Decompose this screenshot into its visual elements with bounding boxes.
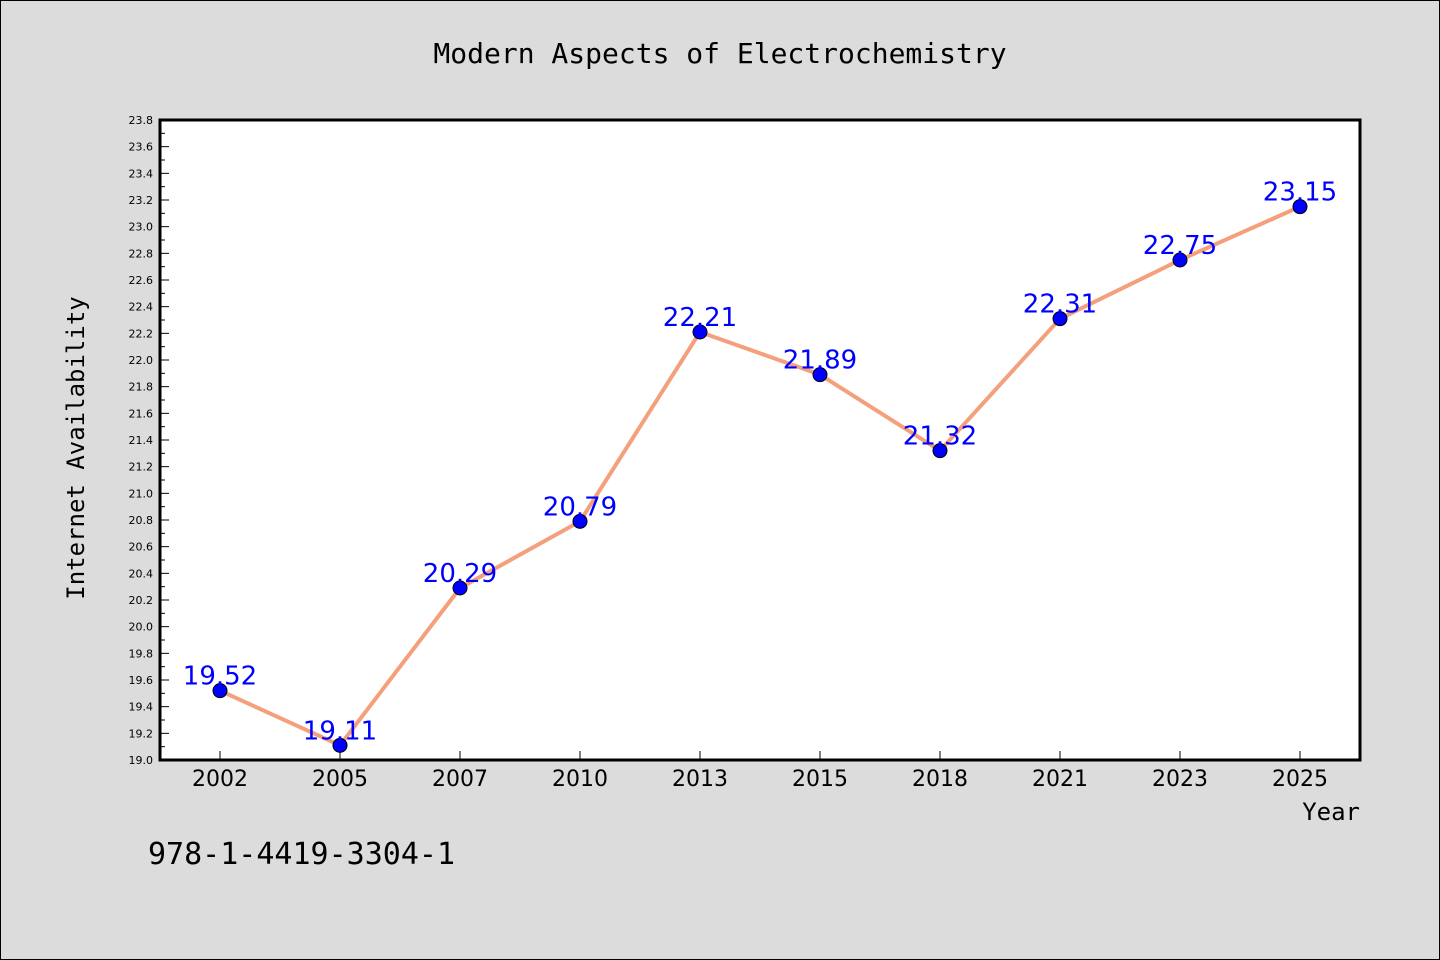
series-internet-availability [212, 199, 1308, 753]
y-tick-label: 19.6 [129, 674, 154, 687]
y-tick-label: 19.0 [129, 754, 154, 767]
series-line [219, 204, 1301, 748]
y-tick-label: 22.6 [129, 274, 154, 287]
y-tick-label: 19.4 [129, 701, 154, 714]
data-label: 20.29 [423, 559, 497, 589]
y-tick-label: 21.4 [129, 434, 154, 447]
y-tick-label: 22.8 [129, 247, 154, 260]
data-label: 22.31 [1023, 290, 1097, 320]
y-tick-label: 20.0 [129, 621, 154, 634]
y-tick-label: 23.0 [129, 221, 154, 234]
x-tick-label: 2018 [912, 767, 968, 792]
data-label: 21.89 [783, 346, 857, 376]
data-label: 19.52 [183, 662, 257, 692]
data-label: 22.75 [1143, 231, 1217, 261]
data-label: 19.11 [303, 716, 377, 746]
y-tick-label: 21.8 [129, 381, 154, 394]
x-tick-label: 2025 [1272, 767, 1328, 792]
chart-title: Modern Aspects of Electrochemistry [433, 37, 1006, 70]
y-tick-label: 20.8 [129, 514, 154, 527]
y-tick-label: 22.0 [129, 354, 154, 367]
data-point [1172, 252, 1188, 268]
plot-area [160, 120, 1360, 760]
y-tick-label: 20.4 [129, 567, 154, 580]
y-axis-label: Internet Availability [62, 296, 90, 599]
x-tick-label: 2005 [312, 767, 368, 792]
data-point [1052, 311, 1068, 327]
x-tick-label: 2021 [1032, 767, 1088, 792]
y-tick-label: 22.4 [129, 301, 154, 314]
plot-border [158, 118, 1362, 762]
y-tick-label: 21.2 [129, 461, 154, 474]
data-point [452, 580, 468, 596]
data-label: 23.15 [1263, 178, 1337, 208]
x-axis: 2002 2005 2007 2010 2013 2015 2018 2021 2023 2025 [192, 751, 1328, 792]
data-point [692, 324, 708, 340]
data-point [932, 443, 948, 459]
y-tick-label: 20.2 [129, 594, 154, 607]
data-point [572, 513, 588, 529]
y-tick-label: 21.6 [129, 407, 154, 420]
data-labels: 19.52 19.11 20.29 20.79 22.21 21.89 21.32 22.31… [183, 178, 1337, 747]
x-tick-label: 2023 [1152, 767, 1208, 792]
y-tick-label: 19.8 [129, 647, 154, 660]
data-point [212, 683, 228, 699]
y-tick-label: 19.2 [129, 727, 154, 740]
isbn-text: 978-1-4419-3304-1 [148, 837, 455, 872]
data-point [332, 737, 348, 753]
y-tick-label: 23.8 [129, 114, 154, 127]
data-point [812, 367, 828, 383]
x-tick-label: 2002 [192, 767, 248, 792]
data-point [1292, 199, 1308, 215]
x-tick-label: 2013 [672, 767, 728, 792]
data-label: 20.79 [543, 492, 617, 522]
x-tick-label: 2007 [432, 767, 488, 792]
y-tick-label: 20.6 [129, 541, 154, 554]
y-tick-label: 21.0 [129, 487, 154, 500]
y-tick-label: 23.2 [129, 194, 154, 207]
x-axis-label: Year [1302, 798, 1360, 826]
x-tick-label: 2010 [552, 767, 608, 792]
x-tick-label: 2015 [792, 767, 848, 792]
y-tick-label: 23.4 [129, 167, 154, 180]
data-label: 21.32 [903, 422, 977, 452]
data-label: 22.21 [663, 303, 737, 333]
y-tick-label: 23.6 [129, 141, 154, 154]
y-tick-label: 22.2 [129, 327, 154, 340]
